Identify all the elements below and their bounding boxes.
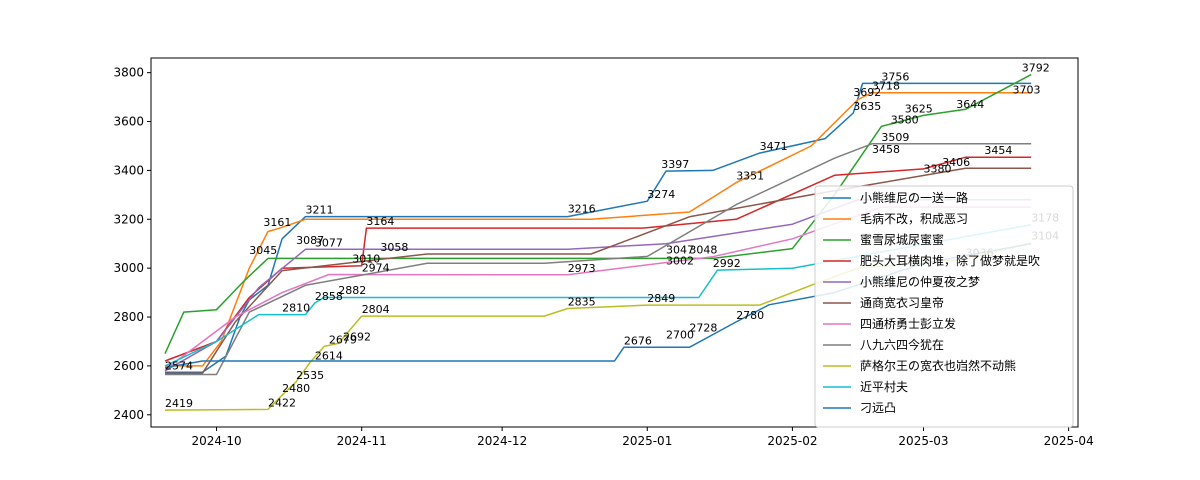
data-label: 2973 (568, 262, 596, 275)
data-label: 3509 (881, 131, 909, 144)
data-label: 2882 (338, 284, 366, 297)
data-label: 3703 (1013, 83, 1041, 96)
data-label: 3351 (736, 169, 764, 182)
data-label: 3792 (1022, 62, 1050, 75)
data-label: 2804 (362, 303, 390, 316)
legend-label: 小熊维尼の一送一路 (860, 190, 968, 205)
data-label: 2574 (165, 359, 193, 372)
x-tick-label: 2025-03 (898, 434, 948, 448)
legend-label: 毛病不改，积成恶习 (860, 211, 968, 226)
data-label: 2535 (296, 369, 324, 382)
y-tick-label: 3400 (113, 163, 144, 177)
series-line-8 (165, 143, 1032, 376)
data-label: 3454 (984, 144, 1012, 157)
data-label: 2849 (647, 292, 675, 305)
legend-label: 通商宽衣习皇帝 (860, 295, 944, 310)
data-label: 3048 (689, 243, 717, 256)
data-label: 2419 (165, 397, 193, 410)
data-label: 3077 (315, 236, 343, 249)
legend-label: 四通桥勇士彭立发 (860, 316, 956, 331)
legend-label: 肥头大耳横肉堆，除了做梦就是吹 (860, 253, 1040, 268)
x-tick-label: 2024-12 (477, 434, 527, 448)
x-tick-label: 2025-02 (767, 434, 817, 448)
x-tick-label: 2024-11 (337, 434, 387, 448)
data-label: 2700 (666, 329, 694, 342)
data-label: 2480 (282, 382, 310, 395)
data-label: 3635 (853, 100, 881, 113)
data-label: 3274 (647, 188, 675, 201)
data-label: 2810 (282, 302, 310, 315)
data-label: 3756 (881, 70, 909, 83)
data-label: 3397 (661, 158, 689, 171)
data-label: 3058 (380, 241, 408, 254)
legend-label: 近平村夫 (860, 380, 908, 394)
x-tick-label: 2025-04 (1044, 434, 1094, 448)
y-tick-label: 3000 (113, 261, 144, 275)
data-label: 3380 (924, 162, 952, 175)
data-label: 3047 (666, 244, 694, 257)
legend-label: 小熊维尼の仲夏夜之梦 (860, 274, 980, 289)
data-label: 3644 (956, 98, 984, 111)
data-label: 2974 (362, 262, 390, 275)
data-label: 3692 (853, 86, 881, 99)
y-tick-label: 3600 (113, 115, 144, 129)
legend-label: 八九六四今犹在 (860, 337, 944, 352)
y-tick-label: 2800 (113, 310, 144, 324)
data-label: 3718 (872, 80, 900, 93)
y-tick-label: 3800 (113, 66, 144, 80)
data-label: 2858 (315, 290, 343, 303)
series-line-4 (164, 156, 1032, 362)
data-label: 3216 (568, 202, 596, 215)
data-label: 2614 (315, 350, 343, 363)
x-tick-label: 2024-10 (191, 434, 241, 448)
data-label: 2780 (736, 309, 764, 322)
axes-frame (150, 57, 1079, 428)
data-labels: 2574 3211 3216 3274 3397 3471 3635 3756 3161 3351… (165, 62, 1059, 411)
data-label: 3406 (942, 156, 970, 169)
y-tick-label: 2400 (113, 408, 144, 422)
legend: 小熊维尼の一送一路毛病不改，积成恶习蜜雪尿城尿蜜蜜肥头大耳横肉堆，除了做梦就是吹… (814, 185, 1074, 428)
data-label: 2692 (343, 330, 371, 343)
legend-box (814, 185, 1074, 428)
series-line-3 (164, 73, 1032, 355)
data-label: 3087 (296, 234, 324, 247)
data-label: 3161 (263, 216, 291, 229)
data-label: 2679 (329, 334, 357, 347)
data-label: 2422 (268, 396, 296, 409)
data-label: 2835 (568, 296, 596, 309)
series-line-10 (164, 223, 1032, 367)
data-label: 3002 (666, 255, 694, 268)
series-line-6 (165, 167, 1032, 374)
data-label: 3580 (891, 113, 919, 126)
y-tick-label: 3200 (113, 212, 144, 226)
data-label: 2676 (624, 334, 652, 347)
data-label: 3164 (366, 215, 394, 228)
data-label: 3211 (306, 204, 334, 217)
axes: 2024-10 2024-11 2024-12 2025-01 2025-02 2025-… (113, 57, 1094, 448)
data-label: 3471 (760, 140, 788, 153)
data-label: 3625 (905, 102, 933, 115)
data-label: 2728 (689, 322, 717, 335)
legend-label: 刁远凸 (860, 401, 896, 415)
data-label: 3010 (352, 253, 380, 266)
y-tick-label: 2600 (113, 359, 144, 373)
legend-label: 蜜雪尿城尿蜜蜜 (860, 232, 944, 247)
data-label: 3045 (249, 244, 277, 257)
legend-label: 萨格尔王の宽衣也岿然不动熊 (860, 358, 1016, 373)
x-tick-label: 2025-01 (622, 434, 672, 448)
data-label: 3458 (872, 143, 900, 156)
data-label: 2992 (713, 257, 741, 270)
